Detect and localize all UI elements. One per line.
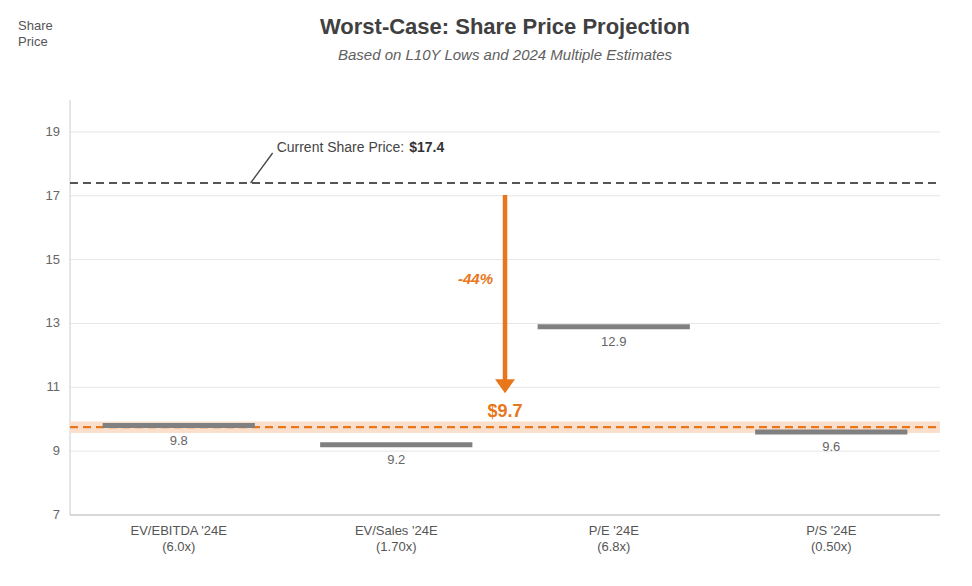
change-arrow-shaft (503, 195, 508, 381)
x-tick-label-line: P/S '24E (806, 523, 857, 538)
x-tick-label-line: (1.70x) (376, 539, 416, 554)
y-axis-line (70, 100, 71, 515)
data-label: 9.6 (822, 439, 840, 454)
annotation-value: $17.4 (409, 139, 444, 155)
reference-band (70, 421, 940, 432)
title: Worst-Case: Share Price Projection (320, 14, 690, 39)
data-label: 9.8 (170, 433, 188, 448)
change-arrow (495, 195, 515, 393)
value-dash (538, 324, 690, 329)
x-tick-label: EV/Sales '24E(1.70x) (355, 523, 438, 554)
change-arrow-head (495, 379, 515, 393)
y-tick-label: 11 (47, 379, 61, 394)
data-label: 12.9 (601, 334, 626, 349)
x-tick-label: P/E '24E(6.8x) (589, 523, 640, 554)
y-tick-label: 17 (46, 188, 60, 203)
x-tick-label-line: P/E '24E (589, 523, 640, 538)
x-tick-label-line: EV/Sales '24E (355, 523, 438, 538)
value-dash (103, 423, 255, 428)
x-tick-label-line: (6.8x) (597, 539, 630, 554)
chart: Worst-Case: Share Price Projection Based … (0, 0, 972, 586)
y-label: SharePrice (18, 18, 53, 49)
y-label-line: Share (18, 18, 53, 33)
y-tick-label: 9 (53, 443, 60, 458)
y-tick-label: 13 (46, 315, 60, 330)
change-label: -44% (458, 270, 493, 287)
grid-line (70, 515, 940, 516)
grid-line (70, 131, 940, 132)
annotation-label: Current Share Price: (277, 139, 405, 155)
annotation-text: Current Share Price:$17.4 (277, 139, 445, 155)
subtitle: Based on L10Y Lows and 2024 Multiple Est… (338, 46, 673, 63)
target-label: $9.7 (487, 401, 522, 421)
x-tick-label: EV/EBITDA '24E(6.0x) (131, 523, 228, 554)
y-tick-label: 15 (46, 252, 60, 267)
reference-line (70, 426, 940, 428)
data-label: 9.2 (387, 452, 405, 467)
value-dash (755, 430, 907, 435)
x-tick-label-line: (0.50x) (811, 539, 851, 554)
y-tick-label: 7 (53, 507, 60, 522)
value-dash (320, 442, 472, 447)
annotation-leader (251, 153, 273, 183)
x-tick-label-line: (6.0x) (162, 539, 195, 554)
x-tick-label: P/S '24E(0.50x) (806, 523, 857, 554)
y-tick-label: 19 (46, 124, 60, 139)
y-label-line: Price (18, 34, 48, 49)
grid (70, 132, 940, 515)
plot-marks (70, 183, 940, 445)
x-axis-line (70, 515, 940, 516)
x-tick-label-line: EV/EBITDA '24E (131, 523, 228, 538)
grid-line (70, 451, 940, 452)
reference-line (70, 182, 940, 184)
